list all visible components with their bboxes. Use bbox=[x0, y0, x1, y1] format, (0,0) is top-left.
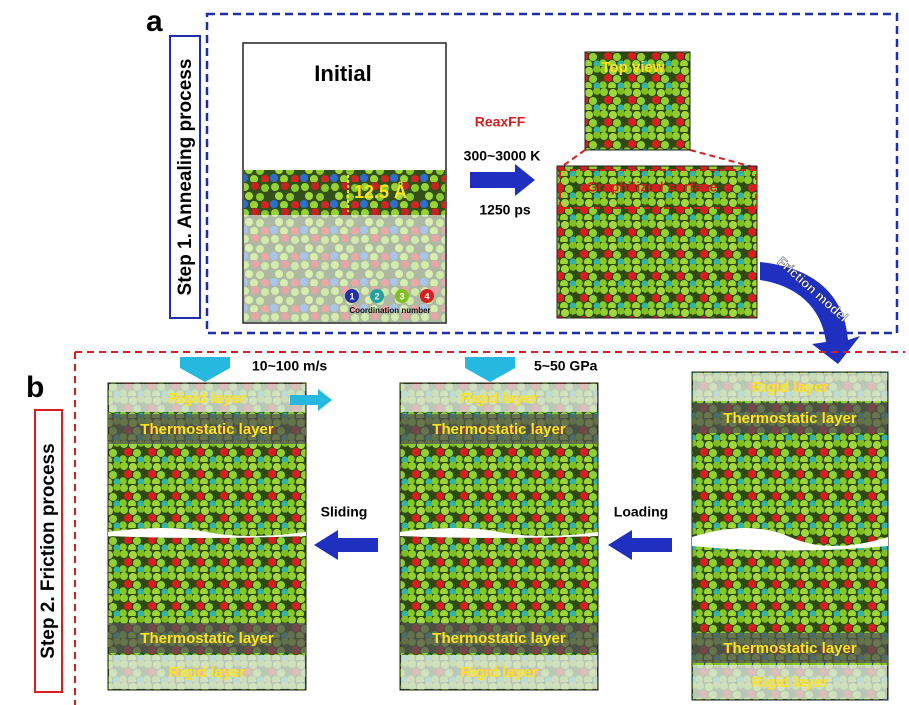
legend-title: Coordination number bbox=[349, 306, 430, 315]
layer-label: Thermostatic layer bbox=[723, 640, 857, 657]
time: 1250 ps bbox=[479, 202, 531, 218]
legend-item: 3 bbox=[399, 291, 404, 301]
legend-item: 2 bbox=[374, 291, 379, 301]
layer-label: Thermostatic layer bbox=[140, 630, 274, 647]
top-view-label: Top view bbox=[601, 59, 664, 76]
layer-label: Thermostatic layer bbox=[432, 630, 566, 647]
zoom-line bbox=[690, 150, 757, 168]
zoom-line bbox=[560, 150, 585, 168]
layer-label: Rigid layer bbox=[461, 390, 538, 407]
step-label: Step 1. Annealing process bbox=[175, 59, 196, 296]
panel-label: b bbox=[26, 371, 44, 404]
layer-label: Thermostatic layer bbox=[140, 421, 274, 438]
arrow bbox=[470, 164, 535, 196]
load-arrow bbox=[180, 357, 230, 382]
layer-label: Rigid layer bbox=[752, 674, 829, 691]
layer-label: Rigid layer bbox=[169, 664, 246, 681]
surface-label: Graphitized surface bbox=[587, 179, 718, 195]
figure: a Step 1. Annealing process Initial 12.5… bbox=[0, 0, 909, 705]
condition: 5~50 GPa bbox=[534, 358, 598, 374]
sliding-label: Sliding bbox=[321, 504, 368, 520]
panel-label: a bbox=[146, 5, 163, 38]
load-arrow bbox=[465, 357, 515, 382]
layer-label: Thermostatic layer bbox=[432, 421, 566, 438]
legend-item: 4 bbox=[424, 291, 429, 301]
layer-label: Rigid layer bbox=[461, 664, 538, 681]
next-label: Friction model bbox=[774, 254, 851, 325]
loading-label: Loading bbox=[614, 504, 668, 520]
condition: 10~100 m/s bbox=[252, 358, 327, 374]
legend-item: 1 bbox=[349, 291, 354, 301]
thickness-label: 12.5 Å bbox=[354, 182, 407, 202]
layer-label: Rigid layer bbox=[752, 379, 829, 396]
method: ReaxFF bbox=[475, 114, 526, 130]
initial-title: Initial bbox=[314, 61, 371, 86]
step-label: Step 2. Friction process bbox=[38, 443, 59, 658]
arrow bbox=[314, 530, 378, 560]
arrow bbox=[608, 530, 672, 560]
layer-label: Rigid layer bbox=[169, 390, 246, 407]
temperature: 300~3000 K bbox=[464, 148, 541, 164]
layer-label: Thermostatic layer bbox=[723, 410, 857, 427]
